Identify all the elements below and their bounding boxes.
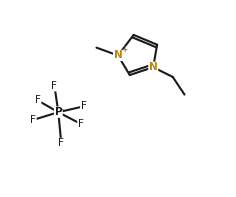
Text: F: F	[78, 119, 84, 129]
Text: +: +	[122, 45, 128, 54]
Text: F: F	[81, 101, 87, 111]
Text: N: N	[114, 50, 122, 60]
Text: P: P	[55, 107, 62, 117]
Text: F: F	[51, 81, 57, 91]
Text: ·: ·	[61, 105, 64, 115]
Text: N: N	[149, 62, 158, 72]
Text: F: F	[30, 115, 36, 125]
Text: F: F	[35, 96, 41, 105]
Text: F: F	[58, 138, 64, 149]
Text: methyl: methyl	[89, 46, 94, 47]
